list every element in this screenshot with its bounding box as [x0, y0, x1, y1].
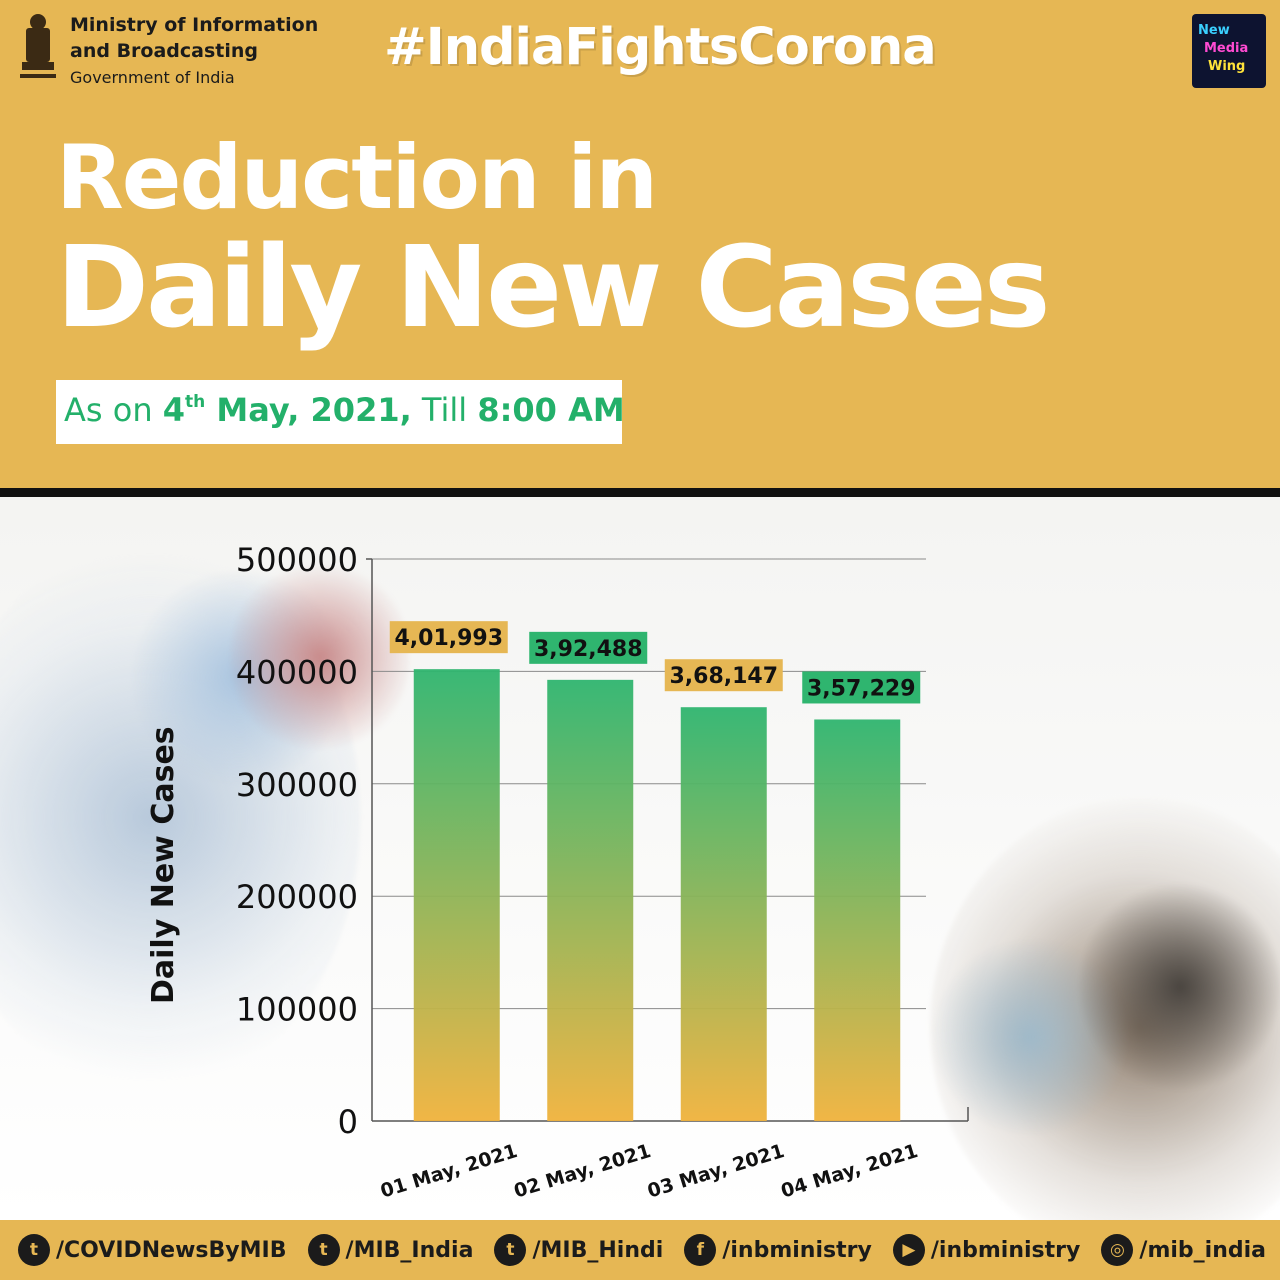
national-emblem-icon	[20, 14, 56, 78]
twitter-icon: t	[494, 1234, 527, 1266]
instagram-icon: ◎	[1101, 1234, 1134, 1266]
handle-text: /MIB_Hindi	[532, 1237, 664, 1263]
y-tick-label: 500000	[236, 541, 358, 579]
data-label-box	[529, 631, 648, 664]
ministry-line-1: Ministry of Information	[70, 14, 319, 36]
hashtag-title: #IndiaFightsCorona	[384, 18, 937, 77]
y-tick-label: 400000	[236, 653, 358, 691]
bar	[680, 707, 767, 1121]
y-tick-label: 300000	[236, 766, 358, 804]
asof-day: 4	[162, 391, 186, 429]
bar-chart-svg: 0 100000 200000 300000 400000 500000 4,01,993 0…	[236, 541, 969, 1203]
social-handle-instagram[interactable]: ◎ /mib_india	[1101, 1234, 1266, 1266]
data-label: 3,57,229	[807, 676, 916, 701]
x-tick-label: 02 May, 2021	[511, 1140, 653, 1203]
ministry-name: Ministry of Information and Broadcasting…	[70, 12, 318, 92]
handle-text: /MIB_India	[345, 1237, 474, 1263]
ministry-line-2: and Broadcasting	[70, 40, 259, 62]
data-label-box	[664, 659, 783, 692]
y-tick-label: 100000	[236, 991, 358, 1029]
handle-text: /inbministry	[722, 1237, 872, 1263]
social-footer: t /COVIDNewsByMIB t /MIB_India t /MIB_Hi…	[0, 1220, 1280, 1280]
asof-prefix: As on	[64, 391, 163, 429]
logo-word-3: Wing	[1208, 59, 1246, 74]
bar-chart: 0 100000 200000 300000 400000 500000 4,01,993 0…	[0, 497, 1280, 1220]
x-tick-label: 03 May, 2021	[645, 1140, 787, 1203]
headline-line-2: Daily New Cases	[56, 223, 1051, 353]
social-handle-mib-india-twitter[interactable]: t /MIB_India	[307, 1234, 474, 1266]
asof-till: Till	[411, 391, 478, 429]
data-label-box	[389, 621, 508, 654]
ministry-line-3: Government of India	[70, 68, 235, 87]
logo-word-1: New	[1198, 23, 1230, 38]
social-handle-facebook[interactable]: f /inbministry	[684, 1234, 872, 1266]
headline-line-1: Reduction in	[56, 126, 658, 229]
bar	[547, 679, 634, 1121]
handle-text: /inbministry	[930, 1237, 1081, 1263]
y-tick-label: 0	[338, 1103, 358, 1141]
twitter-icon: t	[18, 1234, 50, 1266]
bar	[413, 669, 500, 1121]
as-of-date-box: As on 4th May, 2021, Till 8:00 AM	[56, 380, 625, 444]
youtube-icon: ▶	[892, 1234, 925, 1266]
data-label: 3,92,488	[534, 637, 643, 662]
data-label-box	[802, 671, 921, 704]
new-media-wing-logo: New Media Wing	[1192, 14, 1266, 88]
x-tick-label: 01 May, 2021	[378, 1140, 520, 1203]
social-handle-youtube[interactable]: ▶ /inbministry	[892, 1234, 1081, 1266]
bar	[814, 719, 901, 1121]
handle-text: /COVIDNewsByMIB	[56, 1237, 287, 1263]
y-tick-label: 200000	[236, 878, 358, 916]
x-tick-label: 04 May, 2021	[778, 1140, 920, 1203]
social-handle-covidnewsbymib[interactable]: t /COVIDNewsByMIB	[18, 1234, 286, 1266]
data-label: 3,68,147	[669, 664, 778, 689]
header-divider	[0, 488, 1280, 497]
social-handle-mib-hindi[interactable]: t /MIB_Hindi	[494, 1234, 663, 1266]
logo-word-2: Media	[1204, 41, 1249, 56]
asof-time: 8:00 AM	[477, 391, 625, 429]
handle-text: /mib_india	[1139, 1237, 1266, 1263]
background-photo	[0, 497, 1280, 1220]
facebook-icon: f	[684, 1234, 717, 1266]
y-axis-label: Daily New Cases	[146, 726, 181, 1004]
asof-day-suffix: th	[185, 392, 206, 412]
header-banner: Ministry of Information and Broadcasting…	[0, 0, 1280, 488]
data-label: 4,01,993	[394, 626, 503, 651]
asof-date: May, 2021,	[205, 391, 412, 429]
twitter-icon: t	[307, 1234, 340, 1266]
